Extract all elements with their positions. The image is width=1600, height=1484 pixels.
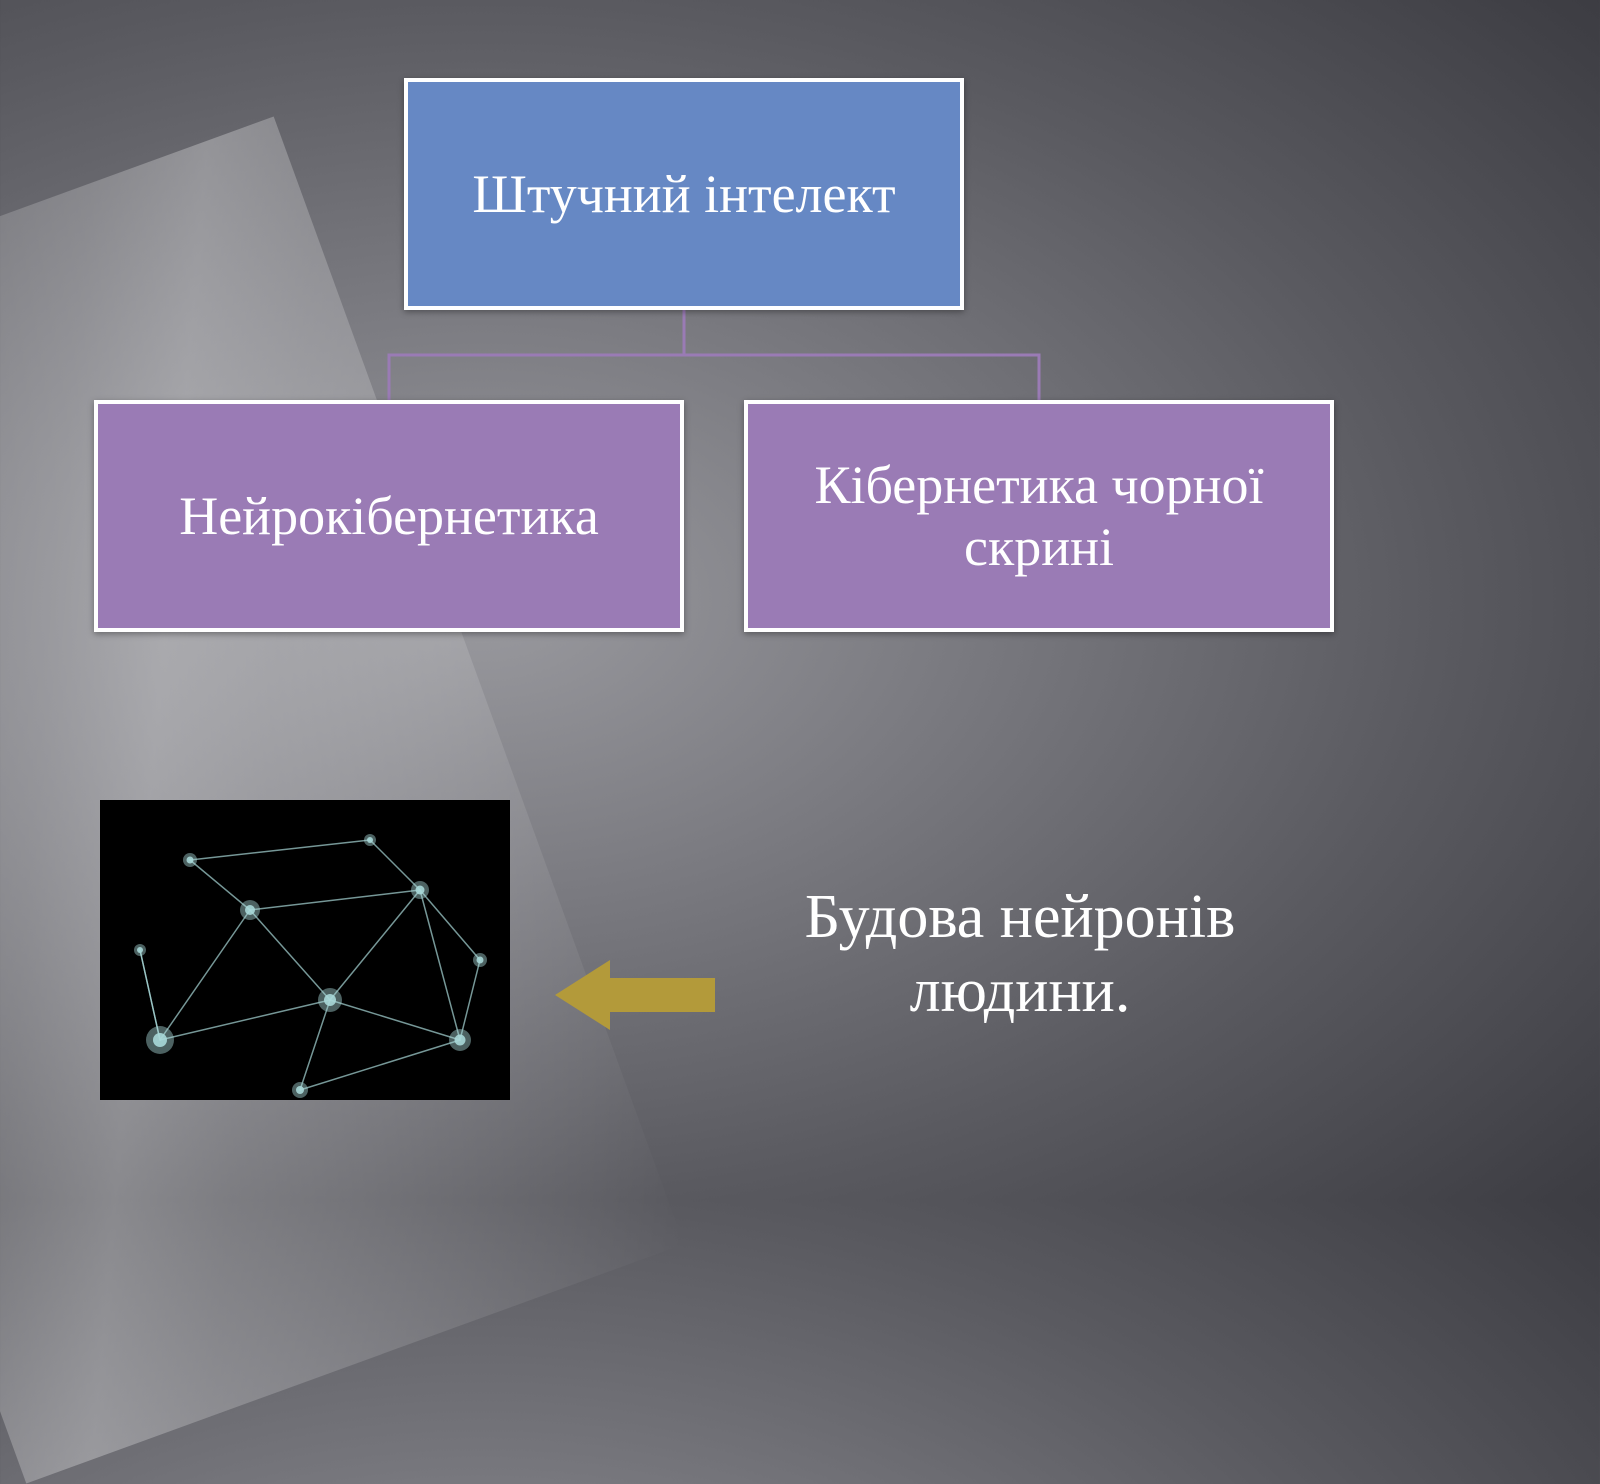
caption-line-2: людини. [700,954,1340,1028]
root-label: Штучний інтелект [472,163,895,225]
child-node-left: Нейрокібернетика [94,400,684,632]
neuron-image [100,800,510,1100]
child-node-right: Кібернетика чорної скрині [744,400,1334,632]
hierarchy-diagram: Штучний інтелект Нейрокібернетика Кіберн… [0,0,1600,900]
left-arrow-icon [555,960,715,1030]
root-node: Штучний інтелект [404,78,964,310]
caption-line-1: Будова нейронів [700,880,1340,954]
caption-text: Будова нейронів людини. [700,880,1340,1029]
child-label-1: Кібернетика чорної скрині [748,454,1330,578]
child-label-0: Нейрокібернетика [179,485,599,547]
